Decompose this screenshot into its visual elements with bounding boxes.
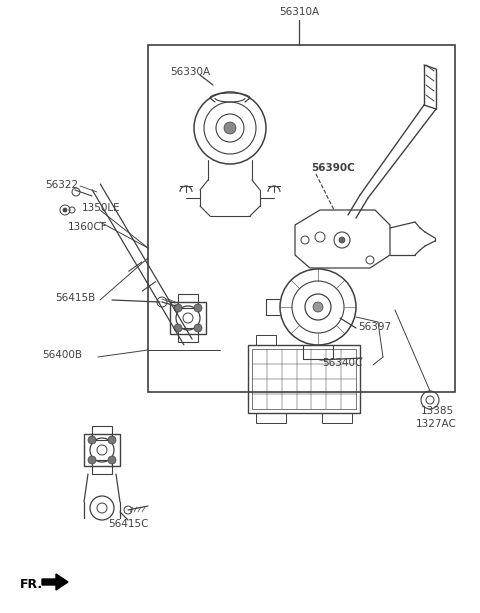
- Bar: [92, 426, 112, 440]
- Circle shape: [194, 324, 202, 332]
- Circle shape: [174, 324, 182, 332]
- Text: 56390C: 56390C: [311, 163, 355, 173]
- Text: 1360CF: 1360CF: [68, 222, 108, 232]
- Text: 1327AC: 1327AC: [416, 419, 457, 429]
- Bar: [322, 413, 352, 423]
- Bar: [248, 345, 360, 413]
- Text: 13385: 13385: [421, 406, 454, 416]
- Bar: [256, 335, 276, 345]
- Bar: [178, 328, 198, 342]
- Circle shape: [194, 304, 202, 312]
- Bar: [170, 302, 206, 334]
- Text: 56330A: 56330A: [170, 67, 210, 77]
- Circle shape: [174, 304, 182, 312]
- Text: 56415C: 56415C: [108, 519, 148, 529]
- Bar: [178, 294, 198, 308]
- Circle shape: [108, 456, 116, 464]
- Circle shape: [339, 237, 345, 243]
- Circle shape: [88, 456, 96, 464]
- Bar: [256, 413, 286, 423]
- Text: 56340C: 56340C: [322, 358, 362, 368]
- Text: FR.: FR.: [20, 579, 43, 592]
- Bar: [92, 460, 112, 474]
- Text: 56310A: 56310A: [279, 7, 319, 17]
- Bar: [84, 434, 120, 466]
- Polygon shape: [42, 574, 68, 590]
- Circle shape: [63, 208, 67, 212]
- Bar: [252, 349, 356, 409]
- Circle shape: [108, 436, 116, 444]
- Circle shape: [88, 436, 96, 444]
- Circle shape: [224, 122, 236, 134]
- Text: 56400B: 56400B: [42, 350, 82, 360]
- Text: 56322: 56322: [45, 180, 78, 190]
- Circle shape: [313, 302, 323, 312]
- Text: 1350LE: 1350LE: [82, 203, 120, 213]
- Text: 56397: 56397: [358, 322, 391, 332]
- Text: 56415B: 56415B: [55, 293, 95, 303]
- Bar: [148, 45, 455, 392]
